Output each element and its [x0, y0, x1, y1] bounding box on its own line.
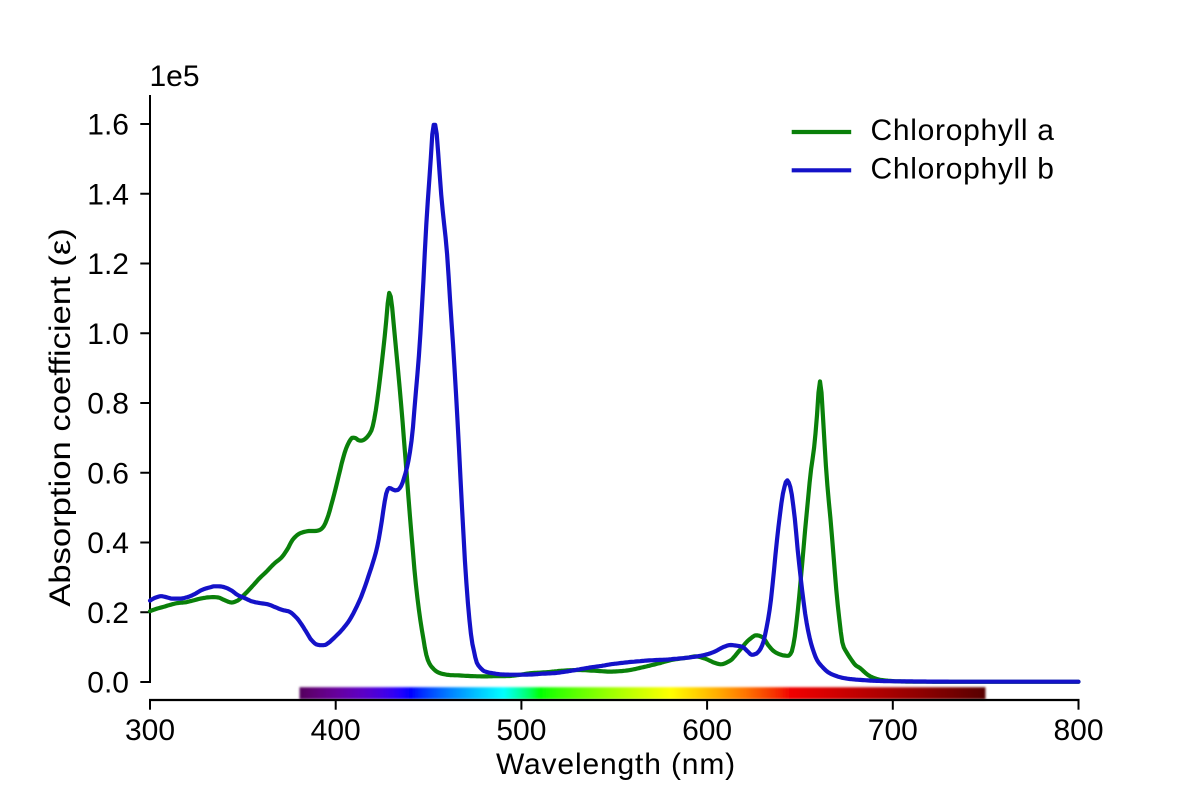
svg-text:Wavelength (nm): Wavelength (nm)	[496, 748, 736, 781]
svg-text:1.2: 1.2	[87, 248, 129, 281]
svg-text:1.6: 1.6	[87, 109, 129, 142]
svg-text:Absorption coefficient (ε): Absorption coefficient (ε)	[43, 228, 76, 607]
svg-text:Chlorophyll a: Chlorophyll a	[871, 114, 1055, 147]
svg-text:500: 500	[496, 714, 546, 747]
svg-text:0.0: 0.0	[87, 667, 129, 700]
svg-text:0.8: 0.8	[87, 388, 129, 421]
svg-text:400: 400	[311, 714, 361, 747]
svg-text:700: 700	[868, 714, 918, 747]
svg-text:1.4: 1.4	[87, 178, 129, 211]
svg-text:1e5: 1e5	[150, 60, 200, 93]
svg-text:0.6: 0.6	[87, 457, 129, 490]
svg-text:0.2: 0.2	[87, 597, 129, 630]
svg-text:1.0: 1.0	[87, 318, 129, 351]
svg-text:Chlorophyll b: Chlorophyll b	[871, 153, 1055, 186]
svg-text:800: 800	[1053, 714, 1103, 747]
svg-text:0.4: 0.4	[87, 527, 129, 560]
svg-text:600: 600	[682, 714, 732, 747]
svg-text:300: 300	[125, 714, 175, 747]
